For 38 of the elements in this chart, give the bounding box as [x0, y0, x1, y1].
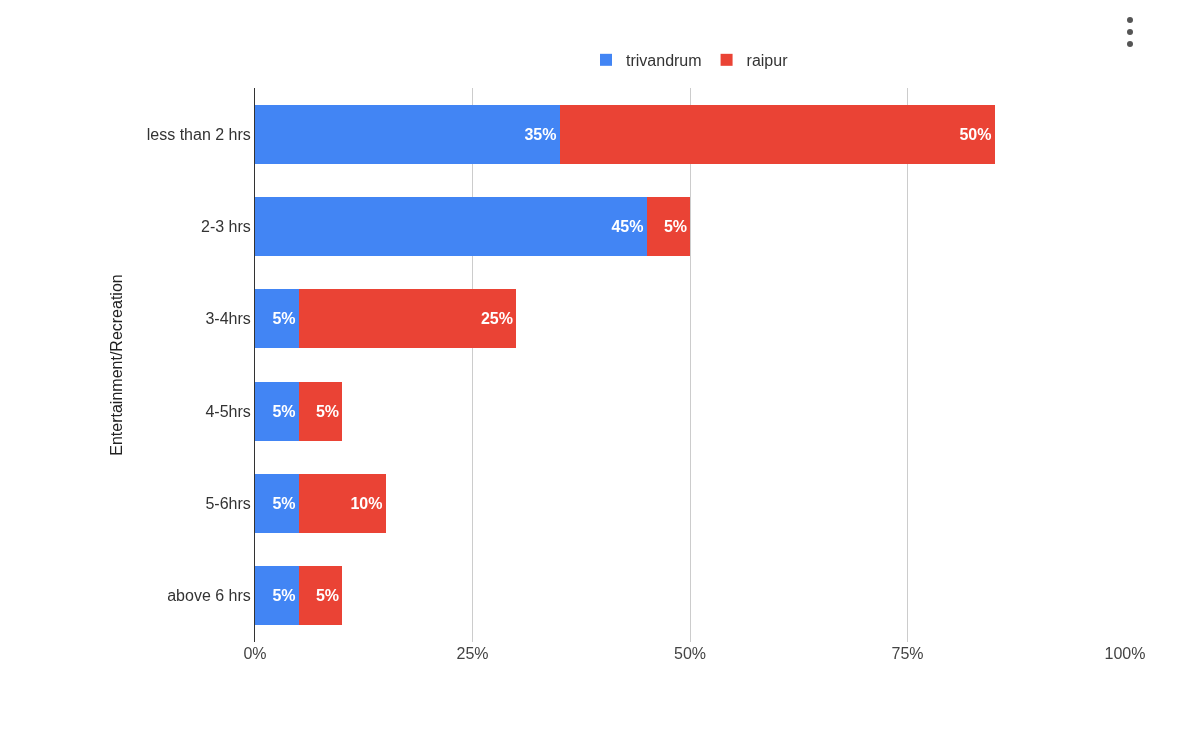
bar	[298, 289, 516, 349]
bar	[255, 104, 560, 164]
bar	[298, 473, 386, 534]
x-tick-label: 0%	[243, 645, 267, 662]
bar	[255, 566, 299, 626]
bar	[255, 381, 299, 441]
bar	[255, 289, 299, 349]
data-label: 5%	[272, 402, 296, 420]
bar	[298, 381, 342, 441]
data-label: 5%	[272, 310, 296, 328]
y-tick-label: 2-3 hrs	[201, 218, 251, 236]
bar	[298, 566, 342, 626]
bar	[255, 196, 647, 257]
x-tick-label: 100%	[1104, 645, 1146, 662]
y-tick-label: less than 2 hrs	[146, 125, 251, 143]
data-label: 45%	[611, 218, 644, 235]
legend-label: trivandrum	[626, 52, 702, 70]
y-tick-label: above 6 hrs	[167, 587, 251, 605]
data-label: 5%	[315, 402, 339, 420]
data-label: 5%	[315, 587, 339, 605]
y-tick-label: 4-5hrs	[205, 402, 251, 420]
legend-label: raipur	[746, 52, 789, 70]
x-tick-label: 25%	[456, 645, 489, 662]
data-label: 50%	[959, 125, 992, 143]
data-label: 10%	[350, 495, 383, 512]
y-tick-label: 5-6hrs	[205, 495, 251, 513]
x-tick-label: 75%	[891, 645, 924, 662]
y-tick-label: 3-4hrs	[205, 310, 251, 328]
data-label: 5%	[272, 587, 296, 605]
data-label: 5%	[663, 218, 687, 235]
x-tick-label: 50%	[673, 645, 707, 662]
y-axis-title: Entertainment/Recreation	[107, 274, 125, 456]
data-label: 25%	[480, 310, 513, 328]
data-label: 5%	[272, 495, 296, 512]
bar	[559, 104, 995, 164]
bar	[646, 196, 690, 257]
data-label: 35%	[524, 125, 557, 143]
bar	[255, 473, 299, 534]
